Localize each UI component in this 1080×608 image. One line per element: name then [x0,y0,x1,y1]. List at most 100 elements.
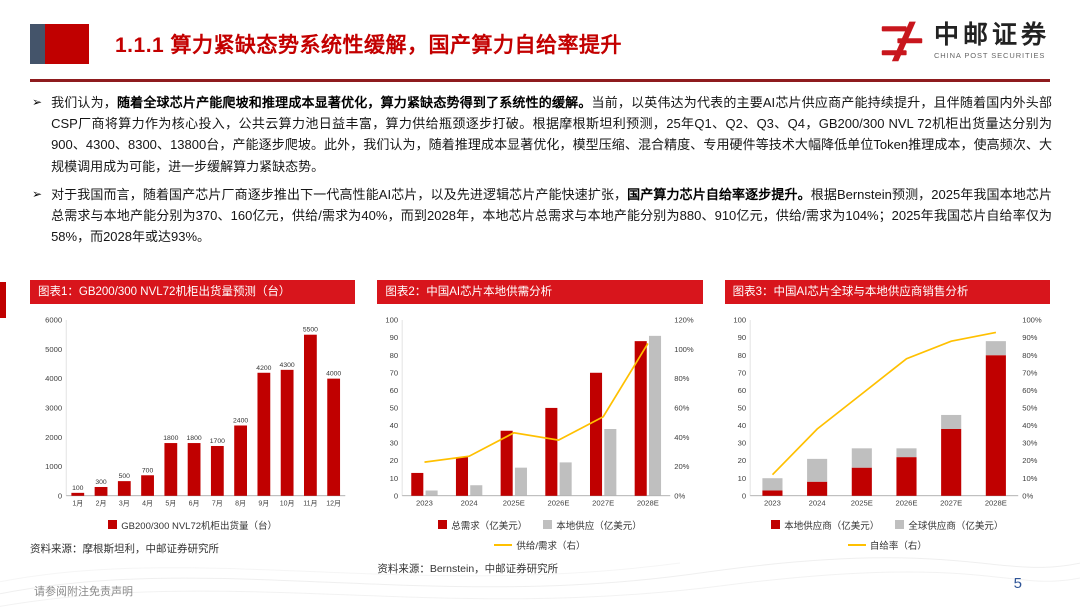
chart-legend: GB200/300 NVL72机柜出货量（台） [30,518,355,532]
svg-text:2023: 2023 [764,498,781,507]
svg-text:50: 50 [737,404,745,413]
svg-text:10%: 10% [1022,474,1037,483]
svg-text:5000: 5000 [45,345,62,354]
svg-text:3月: 3月 [119,499,130,507]
legend-label: 本地供应（亿美元） [556,520,642,532]
svg-text:90%: 90% [1022,333,1037,342]
svg-text:9月: 9月 [258,499,269,507]
company-logo: 中邮证券 CHINA POST SECURITIES [879,18,1050,64]
header-divider [30,79,1050,82]
svg-text:20%: 20% [1022,456,1037,465]
svg-text:2024: 2024 [808,498,826,507]
chart-source: 资料来源：摩根斯坦利，中邮证券研究所 [30,542,219,555]
chart-title-bar: 图表2：中国AI芯片本地供需分析 [377,280,703,305]
svg-text:6000: 6000 [45,316,62,325]
legend-line-swatch-icon [847,543,866,546]
chart-legend: 本地供应商（亿美元） 全球供应商（亿美元） 自给率（右） [725,518,1050,552]
svg-text:6月: 6月 [189,499,200,507]
legend-line-swatch-icon [494,543,513,546]
svg-text:70%: 70% [1022,368,1037,377]
svg-text:40: 40 [390,421,398,430]
svg-text:60%: 60% [675,404,690,413]
legend-label: 供给/需求（右） [516,540,586,552]
svg-text:2026E: 2026E [895,498,917,507]
svg-text:7月: 7月 [212,499,223,507]
svg-text:3000: 3000 [45,404,62,413]
svg-text:0%: 0% [1022,491,1033,500]
chart-canvas: 0 10 20 30 40 50 60 70 80 90 100 0% 20% 40% 60% 80% 100%… [386,316,695,508]
china-post-emblem-icon [881,21,923,62]
svg-text:4月: 4月 [142,499,153,507]
chart-legend: 总需求（亿美元） 本地供应（亿美元） 供给/需求（右） [377,518,702,552]
svg-text:120%: 120% [675,316,695,325]
bullet-text: 我们认为，随着全球芯片产能爬坡和推理成本显著优化，算力紧缺态势得到了系统性的缓解… [51,95,1052,174]
logo-text-block: 中邮证券 CHINA POST SECURITIES [934,22,1050,60]
legend-label: GB200/300 NVL72机柜出货量（台） [121,520,278,532]
svg-text:4300: 4300 [280,362,295,369]
chart-panel-2: 图表2：中国AI芯片本地供需分析 0 10 20 30 40 50 60 70 80 90 100 0… [377,280,703,576]
svg-text:10: 10 [737,474,745,483]
legend-square-swatch-icon [771,520,781,530]
legend-item: 本地供应（亿美元） [543,518,642,532]
svg-text:80%: 80% [1022,351,1037,360]
svg-text:100%: 100% [675,345,695,354]
left-edge-accent [0,282,6,318]
svg-text:40: 40 [737,421,745,430]
svg-text:2400: 2400 [233,418,248,425]
legend-square-swatch-icon [543,520,553,530]
svg-text:5月: 5月 [165,499,176,507]
svg-text:80%: 80% [675,374,690,383]
svg-text:4200: 4200 [256,365,271,372]
svg-text:60: 60 [737,386,745,395]
svg-text:0: 0 [394,491,398,500]
chart-area: 0 10 20 30 40 50 60 70 80 90 100 0% 20% 40% 60% 80% 100%… [377,306,702,518]
page-title: 1.1.1 算力紧缺态势系统性缓解，国产算力自给率提升 [115,34,623,57]
header-accent-red [45,24,89,64]
svg-text:20: 20 [390,456,398,465]
svg-text:70: 70 [390,368,398,377]
svg-text:100: 100 [733,316,746,325]
svg-text:20: 20 [737,456,745,465]
svg-text:60%: 60% [1022,386,1037,395]
svg-text:2023: 2023 [416,498,433,507]
legend-label: 全球供应商（亿美元） [908,520,1004,532]
svg-text:10: 10 [390,474,398,483]
svg-text:11月: 11月 [303,499,317,507]
chart-source [725,561,1050,574]
page-number: 5 [1013,575,1022,592]
svg-text:20%: 20% [675,462,690,471]
svg-text:80: 80 [390,351,398,360]
svg-text:10月: 10月 [280,499,295,507]
svg-text:2024: 2024 [461,498,479,507]
chart-title-bar: 图表1：GB200/300 NVL72机柜出货量预测（台） [30,280,356,305]
chart-title-bar: 图表3：中国AI芯片全球与本地供应商销售分析 [724,280,1050,305]
svg-text:2027E: 2027E [592,498,614,507]
footer-disclaimer: 请参阅附注免责声明 [34,586,133,598]
svg-text:2000: 2000 [45,433,62,442]
svg-text:0: 0 [741,491,745,500]
svg-text:2027E: 2027E [940,498,962,507]
svg-text:1700: 1700 [210,438,225,445]
logo-text-en: CHINA POST SECURITIES [933,50,1046,60]
svg-text:100: 100 [72,485,84,492]
legend-label: 总需求（亿美元） [451,520,528,532]
svg-text:2026E: 2026E [548,498,570,507]
svg-text:1月: 1月 [72,499,83,507]
svg-text:2025E: 2025E [850,498,872,507]
svg-text:40%: 40% [1022,421,1037,430]
svg-text:30%: 30% [1022,439,1037,448]
legend-label: 本地供应商（亿美元） [784,520,880,532]
chart-panel-3: 图表3：中国AI芯片全球与本地供应商销售分析 0 10 20 30 40 50 60 70 80… [724,280,1050,576]
svg-text:1000: 1000 [45,462,62,471]
legend-square-swatch-icon [895,520,905,530]
legend-item: 自给率（右） [847,538,927,552]
svg-text:12月: 12月 [326,499,341,507]
legend-item: 本地供应商（亿美元） [771,518,879,532]
svg-text:0: 0 [58,491,62,500]
svg-text:60: 60 [390,386,398,395]
logo-text-cn: 中邮证券 [933,21,1050,50]
svg-text:80: 80 [737,351,745,360]
svg-text:40%: 40% [675,433,690,442]
svg-text:0%: 0% [675,491,686,500]
